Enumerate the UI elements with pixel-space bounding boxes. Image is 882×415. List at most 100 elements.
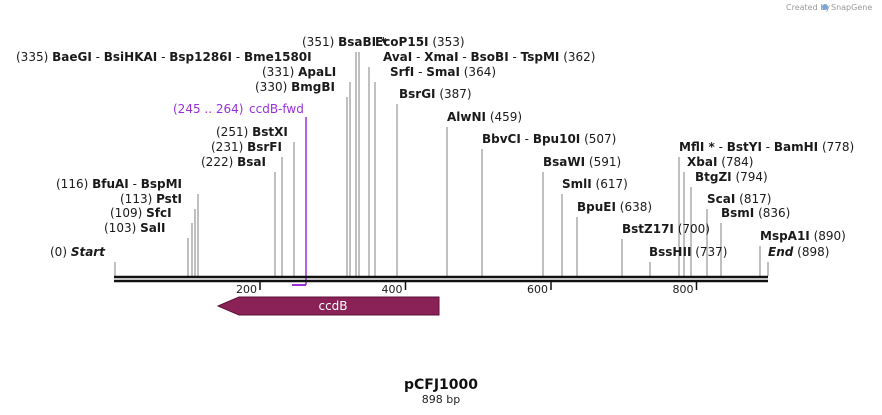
enzyme-name[interactable]: BaeGI (52, 50, 92, 64)
site-separator: - (521, 132, 533, 146)
restriction-site-label[interactable]: BsaWI (591) (543, 155, 621, 169)
site-separator: - (232, 50, 244, 64)
enzyme-name[interactable]: BstXI (252, 125, 288, 139)
enzyme-name[interactable]: SalI (140, 221, 165, 235)
enzyme-name[interactable]: BstYI (727, 140, 762, 154)
restriction-site-label[interactable]: (0) Start (50, 245, 106, 259)
restriction-site-label[interactable]: (109) SfcI (110, 206, 172, 220)
enzyme-name[interactable]: EcoP15I (375, 35, 429, 49)
restriction-site-label[interactable]: BsrGI (387) (399, 87, 472, 101)
site-position: (351) (302, 35, 338, 49)
enzyme-name[interactable]: BsaWI (543, 155, 585, 169)
enzyme-name[interactable]: BsrFI (247, 140, 282, 154)
restriction-site-label[interactable]: BstZ17I (700) (622, 222, 710, 236)
restriction-site-label[interactable]: BbvCI - Bpu10I (507) (482, 132, 616, 146)
enzyme-name[interactable]: TspMI (521, 50, 560, 64)
site-position: (0) (50, 245, 71, 259)
enzyme-name[interactable]: BbvCI (482, 132, 521, 146)
enzyme-name[interactable]: BspMI (141, 177, 182, 191)
enzyme-name[interactable]: Bpu10I (533, 132, 580, 146)
restriction-site-label[interactable]: AlwNI (459) (447, 110, 522, 124)
site-separator: - (129, 177, 141, 191)
restriction-site-label[interactable]: (222) BsaI (201, 155, 266, 169)
restriction-site-label[interactable]: (335) BaeGI - BsiHKAI - Bsp1286I - Bme15… (16, 50, 312, 64)
enzyme-name[interactable]: AlwNI (447, 110, 486, 124)
site-separator: - (412, 50, 424, 64)
enzyme-name[interactable]: SfcI (146, 206, 171, 220)
enzyme-name[interactable]: BsiHKAI (104, 50, 158, 64)
enzyme-name[interactable]: BssHII (649, 245, 691, 259)
site-position: (890) (810, 229, 846, 243)
enzyme-name[interactable]: BsaI (237, 155, 266, 169)
site-separator: - (157, 50, 169, 64)
site-position: (700) (674, 222, 710, 236)
enzyme-name[interactable]: Start (71, 245, 106, 259)
enzyme-name[interactable]: SmlI (562, 177, 592, 191)
site-position: (251) (216, 125, 252, 139)
enzyme-name[interactable]: BsoBI (471, 50, 509, 64)
restriction-site-label[interactable]: (113) PstI (120, 192, 182, 206)
credit-brand[interactable]: SnapGene (831, 3, 872, 12)
restriction-site-label[interactable]: BsmI (836) (721, 206, 790, 220)
site-separator: - (414, 65, 426, 79)
restriction-site-label[interactable]: SmlI (617) (562, 177, 628, 191)
restriction-site-label[interactable]: BtgZI (794) (695, 170, 768, 184)
enzyme-name[interactable]: ScaI (707, 192, 735, 206)
site-position: (778) (818, 140, 854, 154)
enzyme-name[interactable]: BmgBI (291, 80, 335, 94)
site-labels: (335) BaeGI - BsiHKAI - Bsp1286I - Bme15… (16, 35, 854, 259)
restriction-site-label[interactable]: BssHII (737) (649, 245, 728, 259)
site-position: (331) (262, 65, 298, 79)
enzyme-name[interactable]: AvaI (383, 50, 412, 64)
site-separator: - (459, 50, 471, 64)
site-position: (231) (211, 140, 247, 154)
restriction-site-label[interactable]: EcoP15I (353) (375, 35, 465, 49)
enzyme-name[interactable]: Bme1580I (244, 50, 312, 64)
restriction-site-label[interactable]: ScaI (817) (707, 192, 771, 206)
site-position: (898) (793, 245, 829, 259)
enzyme-name[interactable]: XbaI (687, 155, 717, 169)
scale-tick-label: 600 (527, 283, 548, 296)
restriction-site-label[interactable]: (331) ApaLI (262, 65, 336, 79)
enzyme-name[interactable]: BpuEI (577, 200, 616, 214)
enzyme-name[interactable]: MspA1I (760, 229, 810, 243)
enzyme-name[interactable]: SmaI (426, 65, 460, 79)
restriction-site-label[interactable]: End (898) (768, 245, 829, 259)
restriction-site-label[interactable]: (351) BsaBI * (302, 35, 387, 49)
enzyme-name[interactable]: BfuAI (92, 177, 129, 191)
site-position: (364) (460, 65, 496, 79)
scale-tick-label: 200 (236, 283, 257, 296)
site-separator: - (762, 140, 774, 154)
restriction-site-label[interactable]: (251) BstXI (216, 125, 288, 139)
enzyme-name[interactable]: BtgZI (695, 170, 732, 184)
enzyme-name[interactable]: BstZ17I (622, 222, 674, 236)
enzyme-name[interactable]: BsrGI (399, 87, 436, 101)
site-position: (335) (16, 50, 52, 64)
restriction-site-label[interactable]: (103) SalI (104, 221, 165, 235)
enzyme-name[interactable]: XmaI (424, 50, 458, 64)
restriction-site-label[interactable]: (116) BfuAI - BspMI (56, 177, 182, 191)
enzyme-name[interactable]: BamHI (774, 140, 818, 154)
restriction-site-label[interactable]: XbaI (784) (687, 155, 754, 169)
primer-name[interactable]: ccdB-fwd (249, 102, 304, 116)
restriction-site-label[interactable]: MspA1I (890) (760, 229, 846, 243)
restriction-site-label[interactable]: BpuEI (638) (577, 200, 652, 214)
scale-tick-label: 800 (673, 283, 694, 296)
feature-label: ccdB (318, 299, 347, 313)
restriction-site-label[interactable]: SrfI - SmaI (364) (390, 65, 496, 79)
enzyme-name[interactable]: BsaBI * (338, 35, 387, 49)
restriction-site-label[interactable]: (231) BsrFI (211, 140, 282, 154)
restriction-site-label[interactable]: (330) BmgBI (255, 80, 335, 94)
ccdb-feature-arrow[interactable] (216, 296, 440, 316)
site-position: (836) (754, 206, 790, 220)
enzyme-name[interactable]: Bsp1286I (169, 50, 232, 64)
enzyme-name[interactable]: MflI * (679, 140, 715, 154)
enzyme-name[interactable]: ApaLI (298, 65, 336, 79)
primer-range: (245 .. 264) (173, 102, 243, 116)
enzyme-name[interactable]: BsmI (721, 206, 754, 220)
restriction-site-label[interactable]: AvaI - XmaI - BsoBI - TspMI (362) (383, 50, 595, 64)
enzyme-name[interactable]: PstI (156, 192, 182, 206)
enzyme-name[interactable]: SrfI (390, 65, 414, 79)
enzyme-name[interactable]: End (768, 245, 794, 259)
restriction-site-label[interactable]: MflI * - BstYI - BamHI (778) (679, 140, 854, 154)
